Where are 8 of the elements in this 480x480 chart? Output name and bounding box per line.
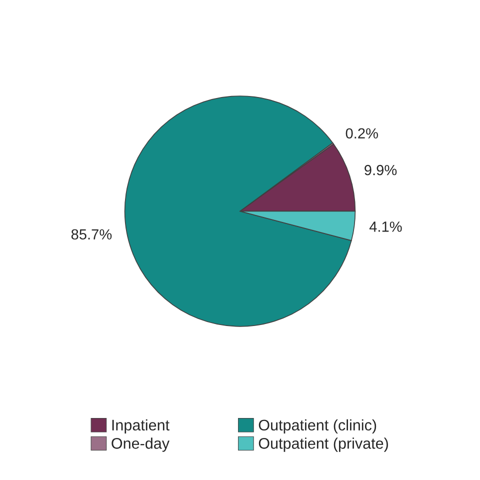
legend-label: One-day: [112, 438, 170, 452]
data-label: 9.9%: [364, 164, 397, 176]
data-label: 0.2%: [346, 128, 378, 139]
legend-label: Inpatient: [112, 419, 170, 434]
legend-label: Outpatient (clinic): [258, 419, 376, 434]
data-label: 4.1%: [369, 222, 402, 232]
legend-label: Outpatient (private): [258, 438, 388, 452]
data-label: 85.7%: [71, 229, 112, 240]
